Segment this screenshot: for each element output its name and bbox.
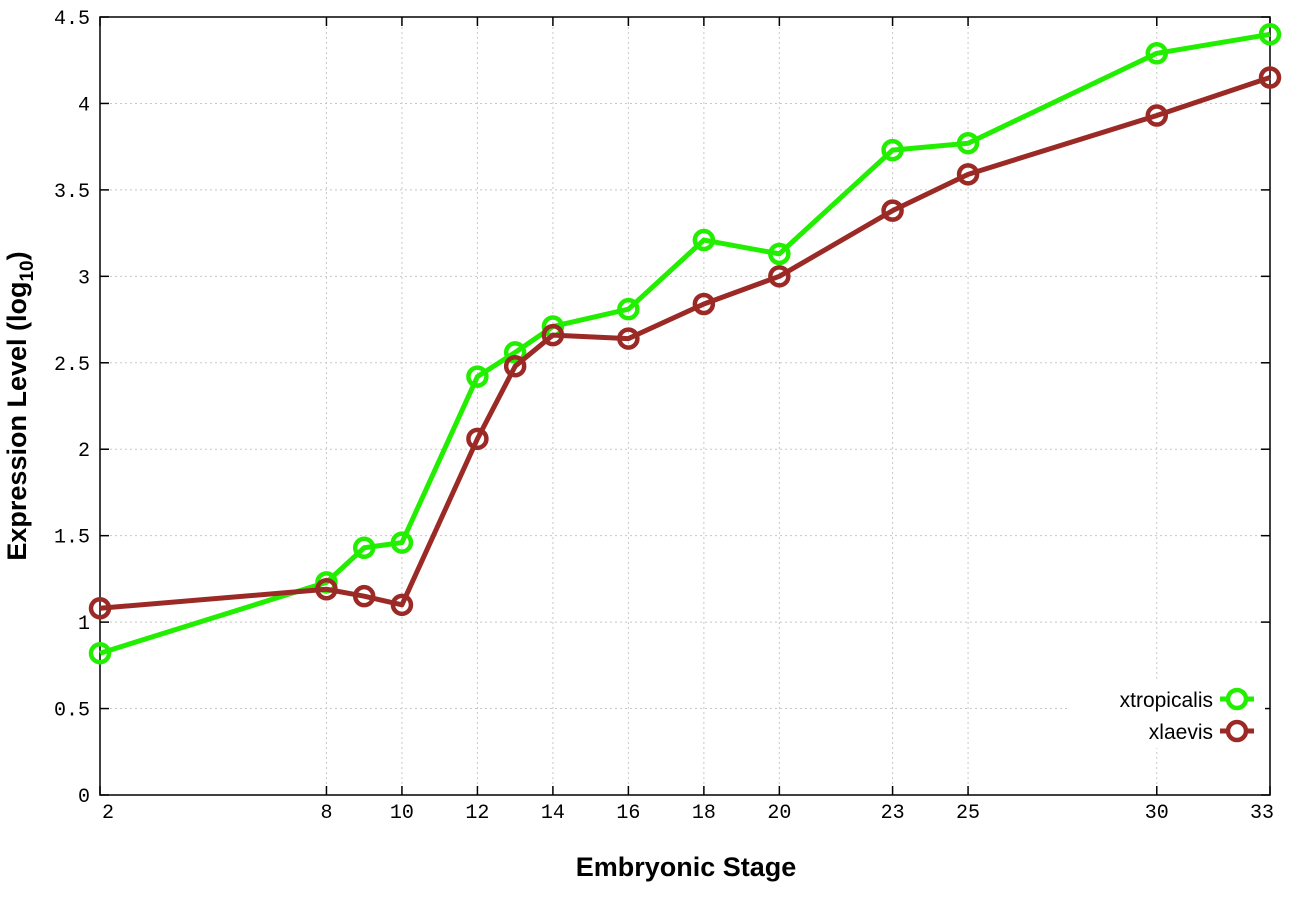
grid-lines	[100, 17, 1270, 795]
series-xlaevis	[88, 66, 1282, 620]
data-point-xlaevis	[768, 265, 791, 288]
data-point-xtropicalis	[503, 341, 527, 364]
data-point-xlaevis	[466, 427, 489, 451]
series-xtropicalis	[88, 23, 1282, 665]
y-axis-title: Expression Level (log10)	[2, 251, 38, 560]
axis-ticks: 0 0.5 1 1.5 2 2.5 3 3.5 4 4.5 2 8 10 12 14 16 18 20 23 25 30…	[54, 8, 1274, 825]
data-point-xtropicalis	[1145, 42, 1169, 65]
y-tick-label: 3.5	[54, 181, 90, 204]
y-tick-label: 0	[78, 786, 90, 809]
data-point-xtropicalis	[617, 297, 640, 321]
x-tick-label: 2	[102, 802, 114, 825]
x-tick-label: 14	[541, 802, 565, 825]
legend-marker-xtropicalis	[1225, 687, 1249, 711]
data-point-xlaevis	[503, 354, 527, 378]
data-point-xtropicalis	[88, 641, 112, 665]
data-point-xtropicalis	[768, 242, 791, 266]
data-point-xlaevis	[692, 292, 716, 316]
x-tick-label: 12	[465, 802, 489, 825]
y-tick-label: 2	[78, 440, 90, 463]
y-tick-label: 1	[78, 613, 90, 636]
y-tick-label: 2.5	[54, 354, 90, 377]
x-tick-label: 20	[767, 802, 791, 825]
legend-label-xtropicalis: xtropicalis	[1120, 689, 1213, 712]
data-point-xtropicalis	[881, 138, 904, 162]
data-point-xlaevis	[617, 327, 640, 350]
series-line-xtropicalis	[99, 31, 1271, 656]
x-tick-label: 23	[881, 802, 905, 825]
x-tick-label: 16	[616, 802, 640, 825]
x-axis-title: Embryonic Stage	[576, 852, 797, 882]
data-point-xlaevis	[352, 584, 376, 608]
data-point-xlaevis	[541, 323, 565, 347]
data-point-xtropicalis	[390, 531, 414, 554]
data-point-xlaevis	[1258, 66, 1282, 89]
y-axis-title-main: Expression Level (log	[2, 282, 32, 561]
x-tick-label: 18	[692, 802, 716, 825]
x-tick-label: 33	[1250, 802, 1274, 825]
data-point-xlaevis	[1145, 104, 1169, 127]
legend-label-xlaevis: xlaevis	[1149, 721, 1213, 744]
data-point-xlaevis	[315, 578, 338, 601]
plot-frame	[99, 16, 1271, 796]
series-lines	[88, 23, 1282, 665]
data-point-xtropicalis	[466, 365, 489, 388]
series-line-xlaevis	[99, 75, 1271, 611]
y-tick-label: 3	[78, 267, 90, 290]
y-axis-title-close: )	[2, 251, 32, 260]
data-point-xtropicalis	[692, 228, 716, 252]
data-point-xtropicalis	[352, 536, 376, 560]
legend: xtropicalis xlaevis	[1070, 680, 1265, 748]
data-point-xlaevis	[881, 199, 904, 222]
x-tick-label: 8	[320, 802, 332, 825]
legend-marker-xlaevis	[1225, 719, 1249, 743]
y-tick-label: 4	[78, 94, 90, 117]
data-point-xlaevis	[956, 163, 980, 186]
y-tick-label: 4.5	[54, 8, 90, 31]
x-tick-label: 10	[390, 802, 414, 825]
y-tick-label: 0.5	[54, 700, 90, 723]
data-point-xlaevis	[88, 597, 112, 620]
data-point-xtropicalis	[956, 131, 980, 155]
x-tick-label: 25	[956, 802, 980, 825]
y-tick-label: 1.5	[54, 527, 90, 550]
x-tick-label: 30	[1145, 802, 1169, 825]
y-axis-title-subscript: 10	[17, 260, 38, 281]
data-point-xlaevis	[390, 593, 414, 617]
data-point-xtropicalis	[1258, 23, 1282, 46]
